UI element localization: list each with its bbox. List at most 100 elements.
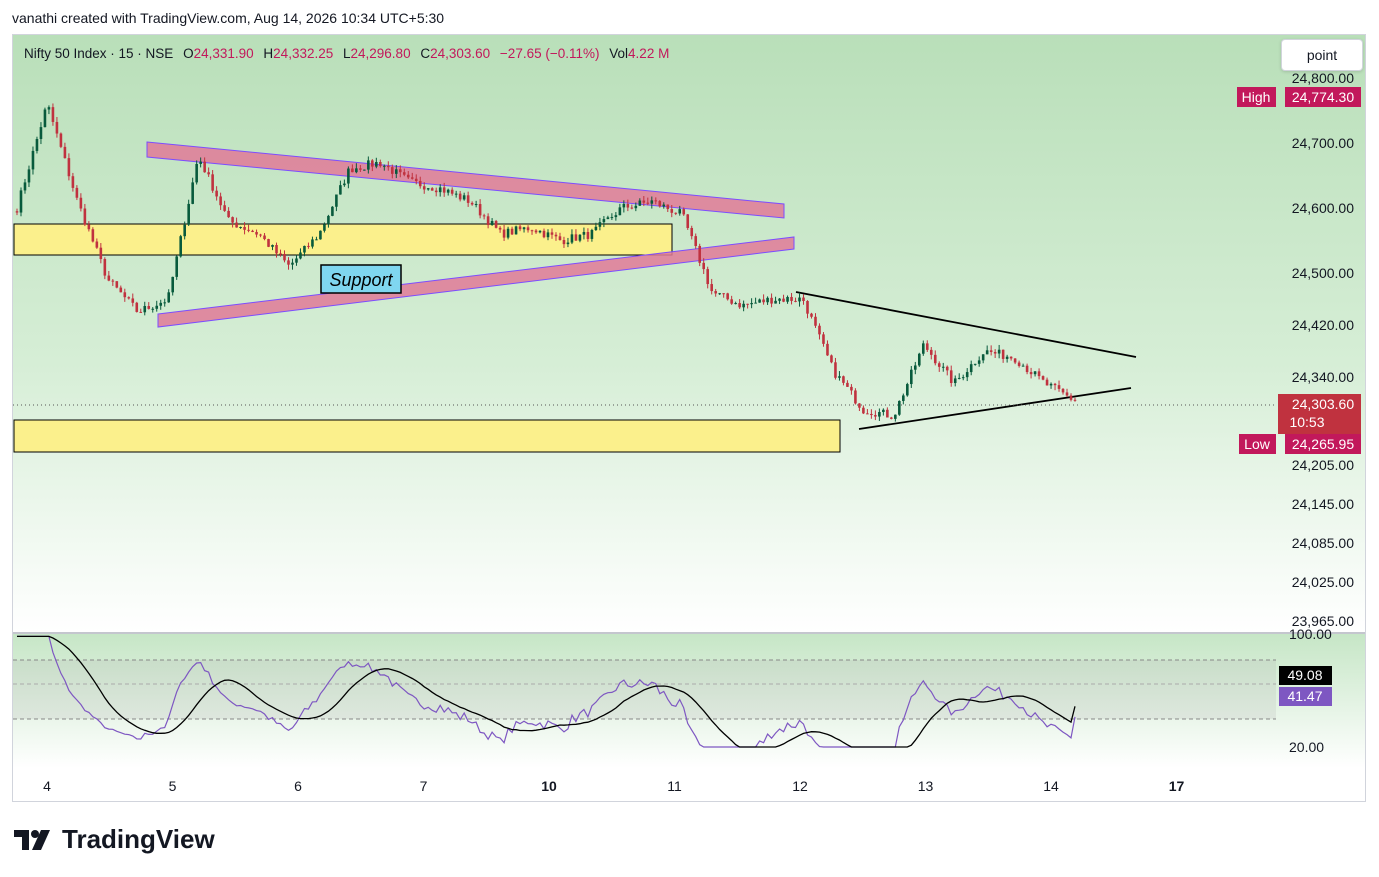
candle [638,198,642,206]
candle [846,380,849,387]
legend-vol-label: Vol [609,46,629,61]
candle [989,345,993,356]
price-tick-label: 24,600.00 [1292,200,1354,216]
candle [303,245,306,257]
support-label-box[interactable] [320,264,402,294]
support-label[interactable]: Support [320,264,402,294]
candle [39,122,43,145]
price-axis[interactable]: 24,800.00 24,700.00 24,600.00 24,500.00 24,4… [1292,70,1354,629]
candle [670,204,674,218]
candle [227,207,230,218]
candle [199,157,202,168]
chart-frame[interactable]: Support 24,800.00 24,700.00 24,600.00 24,50… [12,34,1366,802]
candle [502,224,506,241]
chart-canvas[interactable]: Support 24,800.00 24,700.00 24,600.00 24,50… [13,35,1365,801]
candle [694,233,698,249]
candle [866,409,869,415]
candle [211,170,214,193]
candle [143,301,147,316]
channel-bands[interactable] [146,141,795,328]
candle [774,296,777,304]
candle [1069,393,1073,402]
candle [91,227,95,243]
candle [538,230,542,234]
candle [35,136,39,154]
candle [450,187,454,196]
candle [179,234,182,258]
candle [267,238,270,248]
time-tick-label: 12 [792,778,808,794]
candle [454,190,458,198]
candle [590,228,594,242]
candle [925,340,929,352]
candle [786,295,789,304]
candle [1005,354,1009,363]
candle [263,233,266,241]
channel-upper-band[interactable] [146,141,785,219]
candle [554,232,558,241]
channel-lower-band[interactable] [157,236,795,328]
triangle-upper-trendline[interactable] [795,291,1137,358]
time-axis[interactable]: 4 5 6 7 10 11 12 13 14 17 [43,778,1184,794]
lower-demand-zone[interactable] [13,419,841,453]
upper-demand-zone[interactable] [13,223,673,256]
candle [247,224,250,233]
candle [878,408,881,421]
candle [977,356,981,367]
candle [957,373,961,380]
candle [794,297,797,303]
candle [594,222,598,231]
candle [993,349,997,359]
tradingview-logo-icon [14,829,50,850]
candle [666,204,670,213]
candle [522,226,526,233]
price-tick-label: 24,205.00 [1292,457,1354,473]
triangle-lower-trendline[interactable] [858,387,1132,430]
tradingview-logo[interactable]: TradingView [14,824,215,855]
candle [123,288,127,302]
candle [834,357,837,380]
legend-low-label: L [343,46,351,61]
candle [231,216,234,228]
candle [291,258,294,270]
scale-mode-button[interactable]: point [1281,39,1363,71]
candle [95,238,99,249]
triangle-trendlines[interactable] [795,291,1137,430]
legend-high-label: H [263,46,274,61]
candle [27,165,31,188]
candle [965,368,969,382]
candle [722,293,725,298]
price-tick-label: 24,500.00 [1292,265,1354,281]
candle [802,294,805,305]
candle [738,299,741,309]
candle [890,416,893,420]
candle [367,156,370,174]
candle [842,375,845,386]
candle [15,208,19,216]
candle [139,308,143,313]
rsi-pane[interactable] [13,634,1365,768]
high-tag: High [1242,89,1271,105]
legend-low: 24,296.80 [350,46,411,61]
candle [634,202,638,212]
candle [498,226,502,233]
rsi-axis[interactable]: 100.00 49.08 41.47 20.00 [1279,626,1332,755]
legend-symbol[interactable]: Nifty 50 Index · 15 · NSE [24,46,174,61]
main-pane[interactable] [13,35,1365,632]
candle [882,408,885,416]
candle [79,193,83,212]
candle [949,365,953,387]
support-resistance-zones[interactable] [13,223,841,453]
candle [315,236,318,241]
candle [914,361,917,375]
last-price-marker: 24,303.60 10:53 [1278,394,1361,434]
candle [311,236,314,249]
candle [822,332,825,347]
candle [414,174,418,185]
rsi-top-label: 100.00 [1289,626,1332,642]
candle [614,211,618,221]
candle [618,203,622,216]
candle [299,248,302,260]
candle [430,187,434,191]
candle [490,218,494,226]
